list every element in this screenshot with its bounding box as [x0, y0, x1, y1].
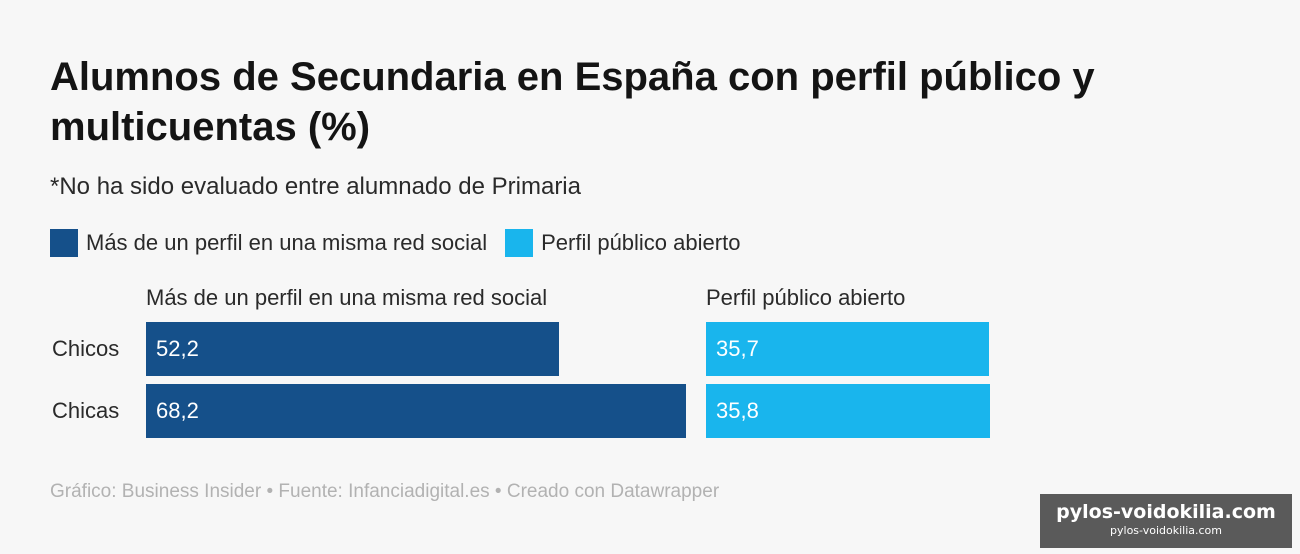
watermark-line-2: pylos-voidokilia.com: [1110, 524, 1222, 537]
chart-title: Alumnos de Secundaria en España con perf…: [50, 55, 1095, 149]
bar-value-label: 52,2: [156, 336, 199, 361]
bar-public-profile-chicas: [706, 384, 990, 438]
legend-swatch-light-blue: [505, 229, 534, 257]
bar-value-label: 35,8: [716, 398, 759, 423]
legend-label: Perfil público abierto: [541, 230, 741, 255]
legend-item-multiple-profiles: Más de un perfil en una misma red social: [50, 229, 487, 257]
bar-multiple-profiles-chicas: [146, 384, 686, 438]
watermark: pylos-voidokilia.com pylos-voidokilia.co…: [1040, 494, 1292, 548]
legend-item-public-profile: Perfil público abierto: [505, 229, 740, 257]
bar-public-profile-chicos: [706, 322, 990, 376]
bar-multiple-profiles-chicos: [146, 322, 560, 376]
chart-footer: Gráfico: Business Insider • Fuente: Infa…: [50, 481, 720, 502]
chart-subtitle: *No ha sido evaluado entre alumnado de P…: [50, 173, 581, 200]
legend-label: Más de un perfil en una misma red social: [86, 230, 488, 255]
bar-value-label: 35,7: [716, 336, 759, 361]
column-title-public-profile: Perfil público abierto: [706, 285, 906, 310]
row-label-chicos: Chicos: [52, 336, 120, 361]
legend-swatch-dark-blue: [50, 229, 78, 257]
watermark-line-1: pylos-voidokilia.com: [1056, 501, 1276, 523]
column-title-multiple-profiles: Más de un perfil en una misma red social: [146, 285, 548, 310]
legend: Más de un perfil en una misma red social…: [50, 228, 758, 258]
bar-value-label: 68,2: [156, 398, 199, 423]
row-label-chicas: Chicas: [52, 398, 120, 423]
